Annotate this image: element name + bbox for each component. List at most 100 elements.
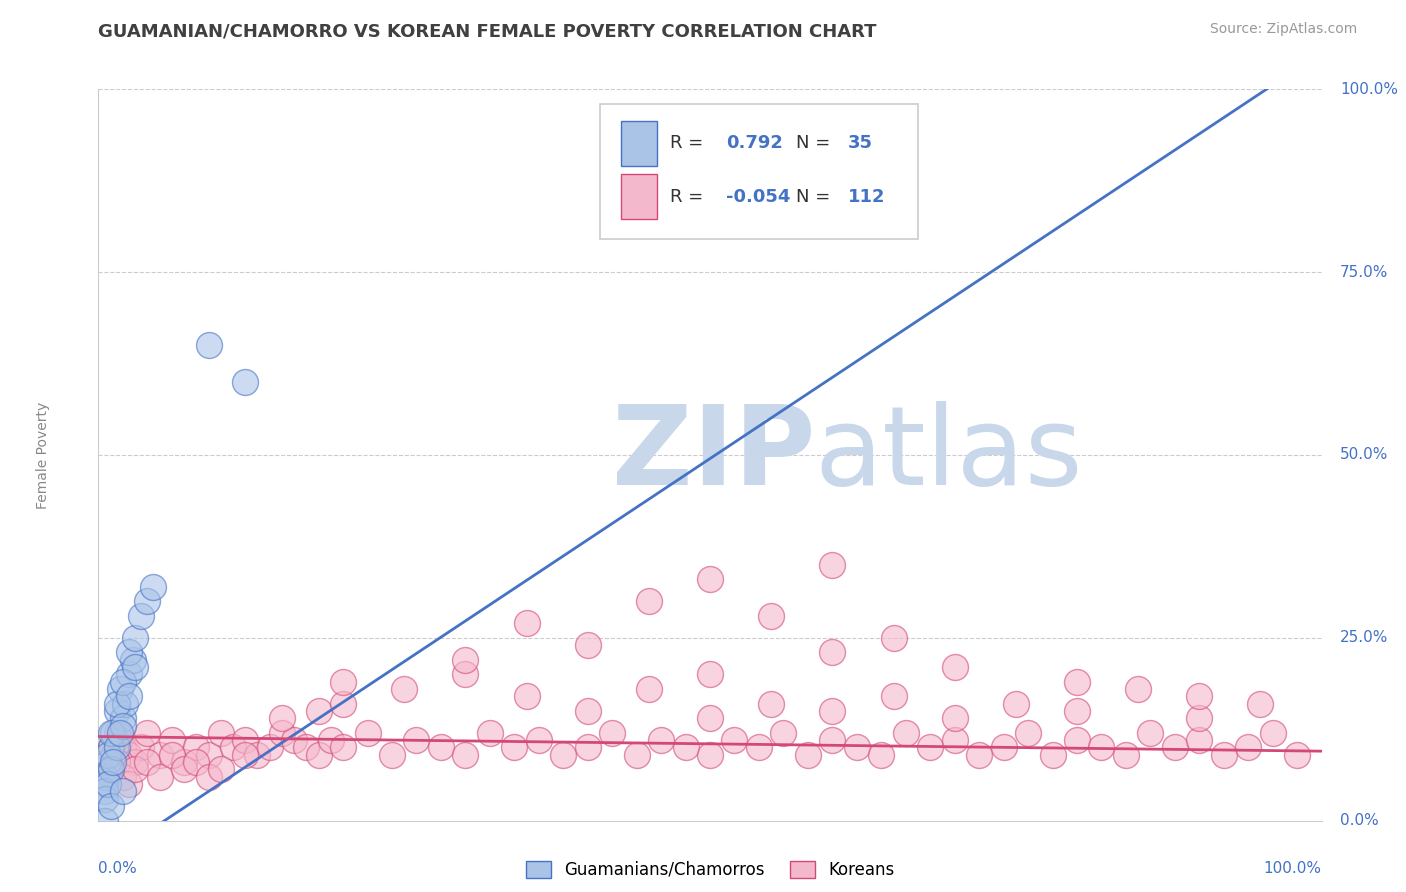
Point (100, 763, 122, 777)
Point (111, 718, 134, 732)
Point (454, 667, 477, 681)
Point (761, 697, 783, 711)
Point (675, 740, 697, 755)
Text: ZIP: ZIP (612, 401, 815, 508)
Point (110, 726, 132, 740)
FancyBboxPatch shape (600, 103, 918, 239)
Point (105, 740, 128, 755)
Point (186, 740, 208, 755)
Point (503, 740, 526, 755)
Point (97, 755, 120, 769)
Point (308, 704, 330, 718)
Point (209, 763, 232, 777)
Text: R =: R = (669, 187, 703, 206)
Point (943, 733, 966, 747)
Point (110, 681, 132, 696)
Text: 0.0%: 0.0% (1340, 814, 1379, 828)
Point (100, 726, 122, 740)
Point (100, 799, 122, 814)
Point (111, 784, 134, 798)
Point (93, 784, 115, 798)
Point (967, 747, 990, 762)
Text: -0.054: -0.054 (725, 187, 790, 206)
Point (111, 740, 134, 755)
Text: GUAMANIAN/CHAMORRO VS KOREAN FEMALE POVERTY CORRELATION CHART: GUAMANIAN/CHAMORRO VS KOREAN FEMALE POVE… (98, 22, 877, 40)
Point (124, 755, 146, 769)
Point (699, 667, 721, 681)
Point (1115, 747, 1137, 762)
Point (186, 755, 208, 769)
Point (381, 747, 404, 762)
Point (761, 608, 783, 623)
Point (797, 747, 820, 762)
Point (136, 726, 159, 740)
Point (993, 740, 1015, 755)
Point (1249, 697, 1271, 711)
Point (97, 755, 120, 769)
Text: 100.0%: 100.0% (1340, 82, 1398, 96)
Point (105, 697, 128, 711)
Point (93, 770, 115, 784)
Point (1286, 747, 1309, 762)
Point (1139, 726, 1161, 740)
Point (100, 763, 122, 777)
Point (883, 631, 905, 645)
Point (118, 747, 141, 762)
Text: 50.0%: 50.0% (1340, 448, 1388, 462)
Point (101, 755, 124, 769)
Point (129, 740, 152, 755)
Point (93, 814, 115, 828)
Point (105, 755, 128, 769)
Point (100, 740, 122, 755)
Point (1188, 711, 1211, 725)
Point (1004, 697, 1026, 711)
Point (101, 726, 124, 740)
Point (197, 747, 219, 762)
Point (332, 674, 354, 689)
Point (454, 653, 477, 667)
Point (246, 747, 269, 762)
Point (478, 726, 501, 740)
Point (821, 704, 844, 718)
Point (1212, 747, 1234, 762)
Point (222, 740, 245, 755)
Point (118, 690, 141, 704)
Point (748, 740, 770, 755)
Point (1017, 726, 1039, 740)
Text: 75.0%: 75.0% (1340, 265, 1388, 279)
Point (1066, 704, 1088, 718)
Point (136, 755, 159, 769)
Point (97, 777, 120, 791)
Point (699, 747, 721, 762)
Point (105, 726, 128, 740)
Point (100, 740, 122, 755)
Point (699, 572, 721, 586)
Point (270, 711, 294, 725)
Point (430, 740, 453, 755)
Point (124, 660, 146, 674)
Point (894, 726, 917, 740)
Point (576, 704, 599, 718)
Point (129, 608, 152, 623)
Point (233, 733, 256, 747)
Point (110, 733, 132, 747)
Point (111, 711, 134, 725)
Point (114, 697, 136, 711)
Point (356, 726, 378, 740)
Point (1188, 690, 1211, 704)
Point (142, 580, 165, 594)
Point (821, 558, 844, 572)
Point (1164, 740, 1187, 755)
Text: Source: ZipAtlas.com: Source: ZipAtlas.com (1209, 22, 1357, 37)
Point (308, 747, 330, 762)
Point (576, 638, 599, 652)
Point (821, 733, 844, 747)
Point (515, 616, 537, 631)
Point (553, 747, 575, 762)
Point (576, 740, 599, 755)
Point (943, 711, 966, 725)
Point (233, 747, 256, 762)
Text: 0.792: 0.792 (725, 135, 783, 153)
Point (883, 690, 905, 704)
Point (118, 777, 141, 791)
